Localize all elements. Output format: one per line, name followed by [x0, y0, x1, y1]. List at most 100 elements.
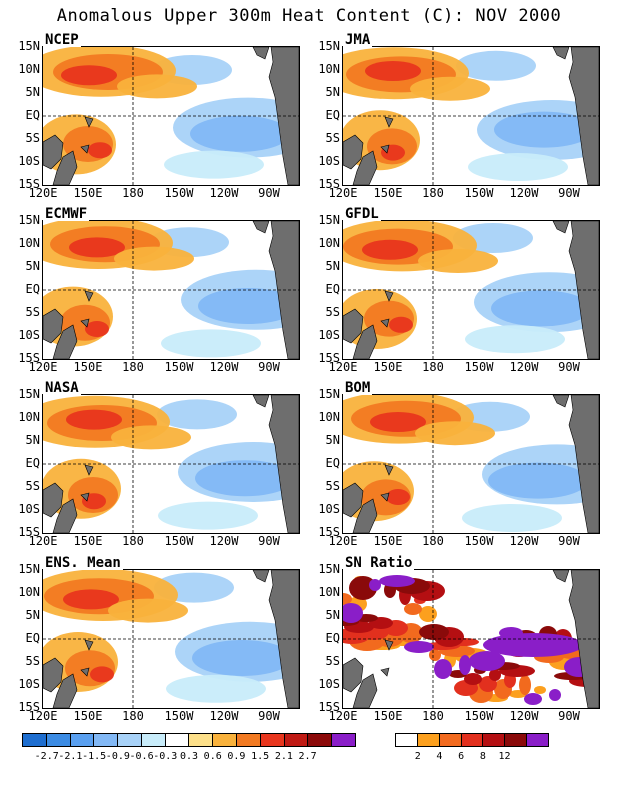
lat-label: 15N: [18, 387, 40, 401]
landmass-2: [80, 318, 90, 328]
cool-anomaly: [488, 462, 588, 499]
lon-label: 150E: [73, 534, 103, 548]
lon-label: 180: [422, 360, 444, 374]
colorbar-tick-label: 4: [436, 751, 443, 762]
panel-label: GFDL: [343, 206, 381, 222]
lat-label: 5S: [325, 305, 340, 319]
lat-label: 5N: [25, 85, 40, 99]
landmass-3: [84, 290, 94, 302]
lat-label: EQ: [325, 282, 340, 296]
warm-anomaly: [415, 421, 495, 446]
lat-label: 10S: [318, 154, 340, 168]
map-field: [43, 570, 299, 708]
lat-label: 10N: [18, 410, 40, 424]
colorbar-swatch: [396, 734, 418, 746]
lon-label: 150E: [373, 186, 403, 200]
colorbar-tick-label: 0.9: [227, 751, 246, 762]
sn-blob: [464, 673, 482, 685]
colorbar-swatch: [213, 734, 238, 746]
colorbar-tick-label: 6: [458, 751, 465, 762]
lat-label: 10S: [18, 502, 40, 516]
lat-label: 15S: [18, 525, 40, 539]
lat-label: EQ: [25, 282, 40, 296]
colorbar-swatch: [94, 734, 119, 746]
sn-blob: [459, 655, 471, 675]
lat-label: EQ: [325, 108, 340, 122]
warm-anomaly: [63, 589, 119, 610]
figure-title: Anomalous Upper 300m Heat Content (C): N…: [56, 6, 562, 26]
lat-label: 10N: [18, 585, 40, 599]
landmass-1: [52, 673, 78, 708]
lat-label: 5N: [25, 608, 40, 622]
map-field: [43, 47, 299, 185]
lon-label: 150W: [464, 534, 494, 548]
sn-blob: [343, 603, 363, 623]
lon-label: 150W: [164, 186, 194, 200]
lat-label: 5N: [325, 259, 340, 273]
landmass-1: [52, 150, 78, 185]
cool-anomaly: [494, 111, 594, 148]
lat-label: 15N: [18, 39, 40, 53]
cool-anomaly: [158, 501, 258, 530]
sn-blob: [469, 651, 505, 671]
anomaly-colorbar: [22, 733, 356, 747]
landmass-1: [352, 673, 378, 708]
colorbar-tick-label: 8: [479, 751, 486, 762]
lat-label: EQ: [325, 631, 340, 645]
lat-label: 15S: [18, 700, 40, 714]
lat-label: 10S: [18, 328, 40, 342]
lat-label: 15N: [318, 39, 340, 53]
lat-label: 15N: [18, 213, 40, 227]
sn-blob: [429, 649, 441, 661]
colorbar-swatch: [46, 734, 71, 746]
lon-label: 120W: [209, 534, 239, 548]
warm-anomaly: [111, 425, 191, 450]
map-panel-ncep: [42, 46, 300, 186]
cool-anomaly: [192, 640, 292, 676]
sn-blob: [513, 634, 573, 646]
landmass-0: [43, 482, 64, 518]
lon-label: 150E: [73, 186, 103, 200]
map-panel-sn-ratio: [342, 569, 600, 709]
lat-label: 5S: [25, 479, 40, 493]
map-panel-jma: [342, 46, 600, 186]
colorbar-swatch: [23, 734, 47, 746]
lat-label: 10N: [318, 62, 340, 76]
sn-blob: [419, 606, 437, 622]
sn-blob: [489, 669, 501, 681]
colorbar-tick-label: 2.1: [274, 751, 293, 762]
landmass-2: [380, 318, 390, 328]
landmass-1: [52, 498, 78, 533]
colorbar-swatch: [332, 734, 355, 746]
lon-label: 90W: [558, 360, 580, 374]
cool-anomaly: [164, 150, 264, 179]
lat-label: 10N: [18, 62, 40, 76]
lon-label: 150E: [373, 534, 403, 548]
lat-label: EQ: [25, 456, 40, 470]
cool-anomaly: [157, 399, 237, 430]
landmass-3: [84, 639, 94, 651]
landmass-1: [352, 498, 378, 533]
colorbar-swatch: [527, 734, 549, 746]
lon-label: 150E: [373, 709, 403, 723]
landmass-2: [80, 492, 90, 502]
colorbar-tick-label: 1.5: [251, 751, 270, 762]
lat-label: 5S: [325, 131, 340, 145]
cool-anomaly: [198, 288, 298, 324]
panel-label: BOM: [343, 380, 373, 396]
colorbar-swatch: [461, 734, 484, 746]
colorbar-swatch: [308, 734, 333, 746]
lat-label: 5S: [325, 654, 340, 668]
lon-label: 90W: [258, 186, 280, 200]
cool-anomaly: [161, 329, 261, 358]
lat-label: 15N: [318, 387, 340, 401]
warm-anomaly: [61, 65, 117, 86]
warm-anomaly: [370, 412, 426, 432]
lat-label: 5N: [25, 433, 40, 447]
lon-label: 180: [122, 186, 144, 200]
lon-label: 120W: [209, 360, 239, 374]
lat-label: 5S: [25, 131, 40, 145]
landmass-3: [384, 116, 394, 128]
warm-anomaly: [88, 142, 112, 159]
lon-label: 120W: [509, 186, 539, 200]
